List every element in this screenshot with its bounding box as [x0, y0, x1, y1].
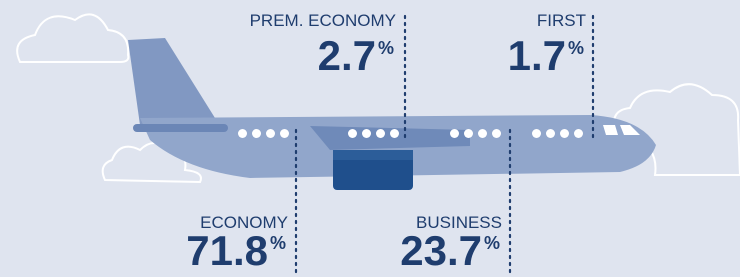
- segment-unit: %: [568, 38, 584, 58]
- segment-value: 71.8: [186, 227, 268, 274]
- segment-label: PREM. ECONOMY: [250, 11, 396, 30]
- segment-unit: %: [484, 233, 500, 253]
- segment-value: 23.7: [400, 227, 482, 274]
- segment-unit: %: [378, 38, 394, 58]
- page: {"unit": "%", "segments": [ {"name": "PR…: [0, 0, 740, 277]
- segment-value: 2.7: [318, 32, 376, 79]
- segment-unit: %: [270, 233, 286, 253]
- segment-label: FIRST: [537, 11, 586, 30]
- infographic: PREM. ECONOMY2.7%FIRST1.7%ECONOMY71.8%BU…: [0, 0, 740, 277]
- airplane: [128, 38, 656, 190]
- segment-value: 1.7: [508, 32, 566, 79]
